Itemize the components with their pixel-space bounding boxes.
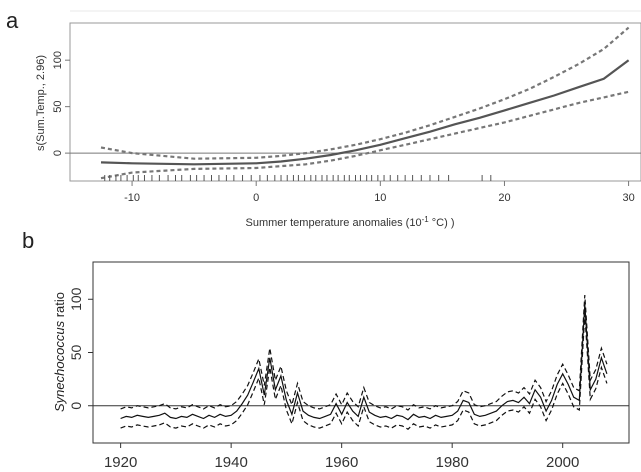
panel-a-x-axis-label: Summer temperature anomalies (10-1 °C) ) bbox=[246, 215, 455, 229]
panel-a-series-line-1 bbox=[100, 59, 630, 166]
panel-b-plot-frame bbox=[92, 261, 630, 444]
panel-a-x-tick-label: 20 bbox=[498, 192, 510, 204]
panel-a-x-ticks: -10 0 10 20 30 bbox=[124, 181, 635, 204]
panel-a-x-label-tail: °C) ) bbox=[429, 217, 455, 229]
panel-a-y-tick-label: 0 bbox=[52, 150, 64, 156]
panel-b-y-label-rest: ratio bbox=[52, 292, 67, 321]
panel-a-series bbox=[100, 26, 630, 180]
panel-b-ratio-line bbox=[120, 304, 608, 421]
panel-b-y-tick-label: 50 bbox=[68, 345, 84, 361]
panel-a-x-tick-label: 0 bbox=[253, 192, 259, 204]
panel-a-plot-frame bbox=[69, 22, 641, 182]
panel-b-x-tick-label: 1980 bbox=[435, 454, 468, 471]
panel-b-y-tick-label: 100 bbox=[68, 287, 84, 311]
panel-b: b 1920 1940 1960 1980 2000 0 50 100 Synechococ… bbox=[22, 228, 630, 471]
panel-b-upper-bound bbox=[120, 294, 608, 411]
panel-b-y-label-italic: Synechococcus bbox=[52, 320, 67, 412]
panel-a-y-tick-label: 100 bbox=[52, 51, 64, 69]
panel-b-y-tick-label: 0 bbox=[68, 402, 84, 410]
panel-a-rug bbox=[104, 175, 492, 181]
panel-b-y-axis-label: Synechococcus ratio bbox=[52, 292, 67, 412]
panel-a-series-line-3 bbox=[100, 90, 629, 180]
panel-a-x-label-sup: -1 bbox=[422, 215, 430, 224]
panel-a-label: a bbox=[6, 8, 19, 33]
panel-b-y-ticks: 0 50 100 bbox=[68, 287, 93, 410]
panel-a-y-axis-label: s(Sum.Temp., 2.96) bbox=[35, 55, 47, 151]
panel-b-x-tick-label: 1960 bbox=[325, 454, 358, 471]
panel-b-x-ticks: 1920 1940 1960 1980 2000 bbox=[104, 443, 579, 471]
panel-b-lower-bound bbox=[120, 314, 608, 430]
panel-b-label: b bbox=[22, 228, 34, 253]
panel-a-x-tick-label: 10 bbox=[374, 192, 386, 204]
panel-a-x-tick-label: 30 bbox=[622, 192, 634, 204]
panel-b-x-tick-label: 1940 bbox=[214, 454, 247, 471]
panel-a-x-tick-label: -10 bbox=[124, 192, 140, 204]
panel-b-x-tick-label: 1920 bbox=[104, 454, 137, 471]
panel-b-x-tick-label: 2000 bbox=[546, 454, 579, 471]
panel-a-y-tick-label: 50 bbox=[52, 101, 64, 113]
panel-a-x-label-main: Summer temperature anomalies (10 bbox=[246, 217, 422, 229]
panel-a-y-ticks: 0 50 100 bbox=[52, 51, 70, 156]
panel-a-series-line-2 bbox=[100, 26, 630, 160]
panel-b-series bbox=[120, 294, 608, 430]
panel-a: a -10 0 10 20 30 0 50 100 s(Sum.Temp., 2.96) S… bbox=[6, 8, 641, 229]
